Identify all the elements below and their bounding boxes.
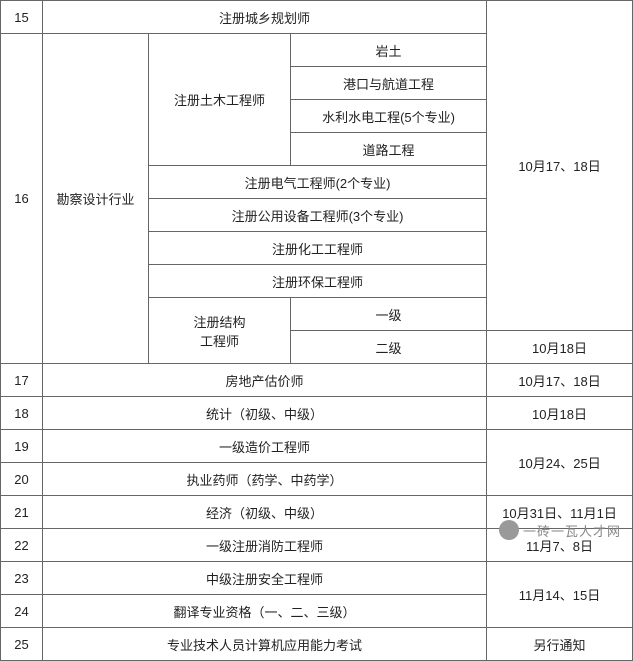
tumuk-sub: 道路工程 (291, 133, 487, 166)
row-index: 25 (1, 628, 43, 661)
jiegou-sub: 二级 (291, 331, 487, 364)
exam-date: 10月31日、11月1日 (487, 496, 633, 529)
table-row: 23 中级注册安全工程师 11月14、15日 (1, 562, 633, 595)
exam-name: 房地产估价师 (43, 364, 487, 397)
exam-date: 10月18日 (487, 331, 633, 364)
tumuk-sub: 水利水电工程(5个专业) (291, 100, 487, 133)
table-row: 21 经济（初级、中级） 10月31日、11月1日 (1, 496, 633, 529)
table-row: 19 一级造价工程师 10月24、25日 (1, 430, 633, 463)
huanbao-cell: 注册环保工程师 (149, 265, 487, 298)
row-index: 20 (1, 463, 43, 496)
exam-date: 10月17、18日 (487, 364, 633, 397)
tumuk-cell: 注册土木工程师 (149, 34, 291, 166)
row-index: 15 (1, 1, 43, 34)
exam-name: 一级注册消防工程师 (43, 529, 487, 562)
jiegou-sub: 一级 (291, 298, 487, 331)
exam-date: 另行通知 (487, 628, 633, 661)
table-row: 22 一级注册消防工程师 11月7、8日 (1, 529, 633, 562)
jiegou-cell: 注册结构 工程师 (149, 298, 291, 364)
row-index: 17 (1, 364, 43, 397)
exam-name: 翻译专业资格（一、二、三级） (43, 595, 487, 628)
tumuk-sub: 岩土 (291, 34, 487, 67)
table-row: 18 统计（初级、中级） 10月18日 (1, 397, 633, 430)
exam-schedule-table: 15 注册城乡规划师 10月17、18日 16 勘察设计行业 注册土木工程师 岩… (0, 0, 633, 661)
exam-name: 执业药师（药学、中药学） (43, 463, 487, 496)
industry-cell: 勘察设计行业 (43, 34, 149, 364)
table-row: 15 注册城乡规划师 10月17、18日 (1, 1, 633, 34)
row-index: 19 (1, 430, 43, 463)
exam-name: 注册城乡规划师 (43, 1, 487, 34)
exam-name: 统计（初级、中级） (43, 397, 487, 430)
exam-name: 经济（初级、中级） (43, 496, 487, 529)
tumuk-sub: 港口与航道工程 (291, 67, 487, 100)
row-index: 21 (1, 496, 43, 529)
row-index: 18 (1, 397, 43, 430)
exam-date: 11月7、8日 (487, 529, 633, 562)
row-index: 16 (1, 34, 43, 364)
row-index: 22 (1, 529, 43, 562)
exam-name: 专业技术人员计算机应用能力考试 (43, 628, 487, 661)
exam-date: 10月17、18日 (487, 1, 633, 331)
exam-name: 一级造价工程师 (43, 430, 487, 463)
row-index: 23 (1, 562, 43, 595)
gongyong-cell: 注册公用设备工程师(3个专业) (149, 199, 487, 232)
exam-date: 10月18日 (487, 397, 633, 430)
exam-date: 10月24、25日 (487, 430, 633, 496)
table-row: 17 房地产估价师 10月17、18日 (1, 364, 633, 397)
huagong-cell: 注册化工工程师 (149, 232, 487, 265)
row-index: 24 (1, 595, 43, 628)
dianqi-cell: 注册电气工程师(2个专业) (149, 166, 487, 199)
exam-date: 11月14、15日 (487, 562, 633, 628)
exam-name: 中级注册安全工程师 (43, 562, 487, 595)
table-row: 25 专业技术人员计算机应用能力考试 另行通知 (1, 628, 633, 661)
